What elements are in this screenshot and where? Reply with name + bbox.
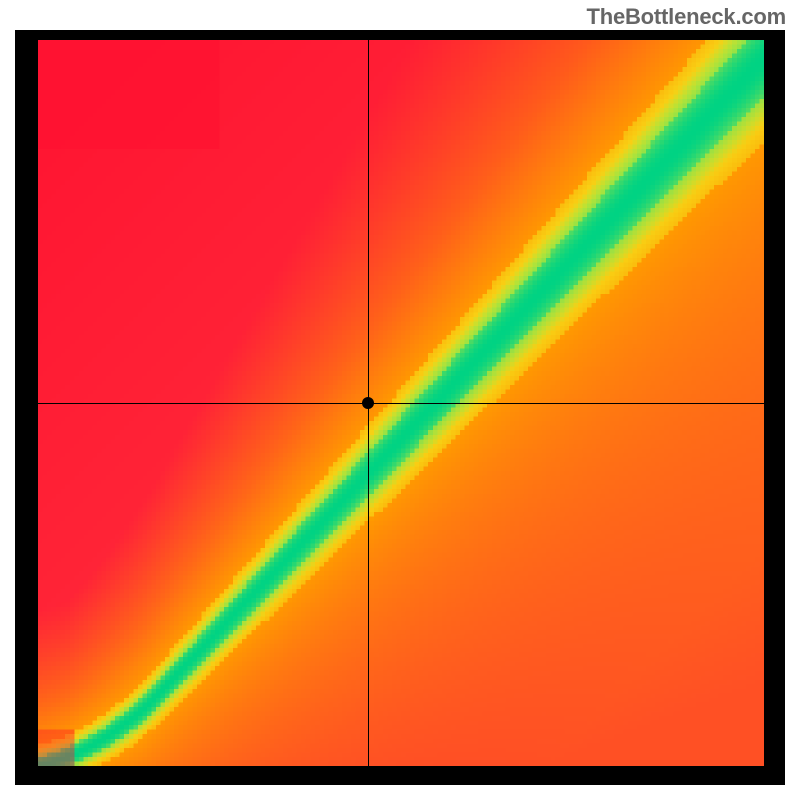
plot-outer-frame — [15, 30, 785, 785]
marker-dot — [362, 397, 374, 409]
chart-container: TheBottleneck.com — [0, 0, 800, 800]
watermark-text: TheBottleneck.com — [586, 4, 786, 30]
plot-inner — [38, 40, 764, 766]
crosshair-horizontal — [38, 403, 764, 404]
